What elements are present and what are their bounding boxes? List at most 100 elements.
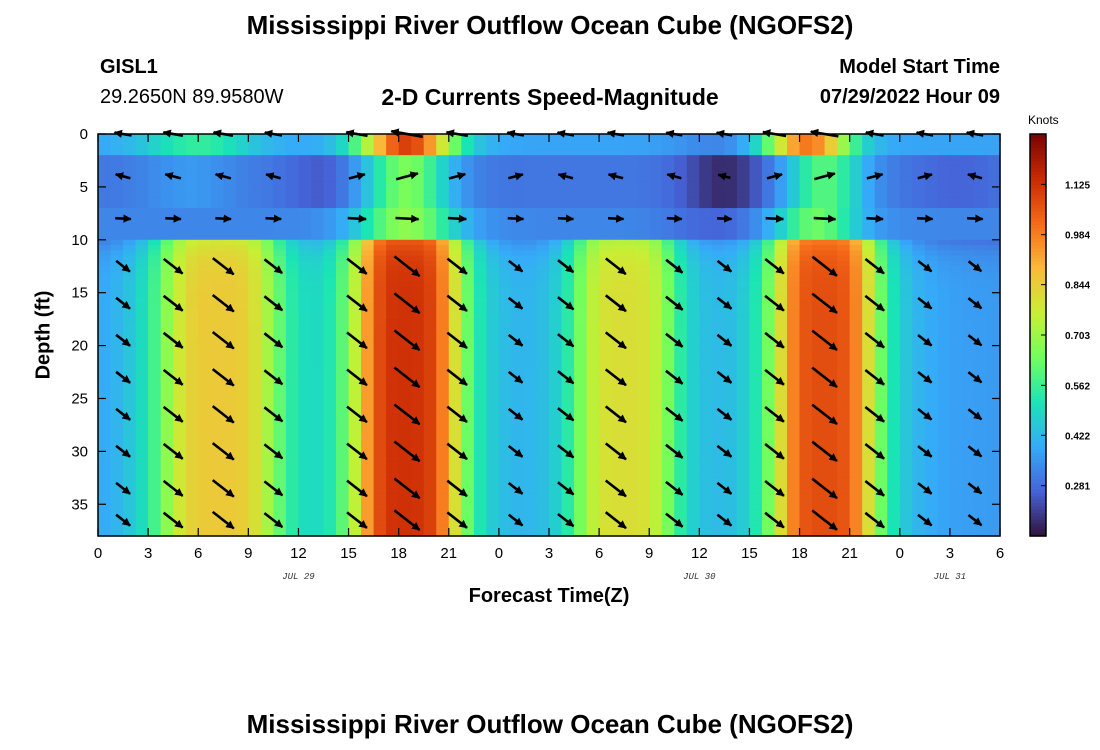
heatmap-cell	[887, 181, 901, 188]
heatmap-cell	[298, 144, 312, 151]
heatmap-cell	[135, 250, 149, 257]
heatmap-cell	[398, 160, 412, 167]
heatmap-cell	[310, 414, 325, 421]
heatmap-cell	[749, 134, 763, 140]
heatmap-cell	[185, 239, 199, 246]
heatmap-cell	[310, 139, 325, 146]
heatmap-cell	[611, 292, 625, 299]
heatmap-cell	[248, 139, 262, 146]
heatmap-cell	[198, 260, 212, 267]
heatmap-cell	[373, 266, 387, 273]
heatmap-cell	[523, 213, 538, 220]
heatmap-cell	[549, 229, 563, 236]
heatmap-cell	[624, 155, 638, 162]
heatmap-cell	[461, 335, 475, 341]
heatmap-cell	[285, 313, 300, 320]
heatmap-cell	[223, 276, 237, 283]
heatmap-cell	[223, 171, 237, 177]
heatmap-cell	[561, 255, 575, 262]
heatmap-cell	[298, 493, 312, 500]
heatmap-cell	[849, 155, 863, 162]
heatmap-cell	[223, 372, 237, 378]
heatmap-cell	[398, 456, 412, 463]
heatmap-cell	[298, 345, 312, 352]
heatmap-cell	[711, 239, 725, 246]
heatmap-cell	[887, 456, 901, 463]
heatmap-cell	[448, 144, 462, 151]
heatmap-cell	[899, 504, 913, 511]
heatmap-cell	[574, 223, 588, 230]
heatmap-cell	[849, 181, 863, 188]
heatmap-cell	[536, 134, 550, 140]
heatmap-cell	[749, 197, 763, 204]
heatmap-cell	[198, 139, 212, 146]
heatmap-cell	[787, 409, 801, 415]
heatmap-cell	[223, 250, 237, 257]
heatmap-cell	[348, 271, 362, 278]
heatmap-cell	[849, 223, 863, 230]
heatmap-cell	[787, 223, 801, 230]
heatmap-cell	[123, 509, 137, 516]
heatmap-cell	[135, 403, 149, 410]
heatmap-cell	[574, 213, 588, 220]
heatmap-cell	[123, 530, 137, 537]
heatmap-cell	[761, 181, 776, 188]
heatmap-cell	[574, 477, 588, 484]
heatmap-cell	[586, 192, 600, 199]
heatmap-cell	[135, 483, 149, 489]
heatmap-cell	[686, 377, 700, 384]
heatmap-cell	[511, 313, 525, 320]
heatmap-cell	[661, 234, 675, 241]
heatmap-cell	[498, 335, 513, 341]
heatmap-cell	[661, 387, 675, 394]
heatmap-cell	[887, 461, 901, 468]
heatmap-cell	[686, 303, 700, 310]
heatmap-cell	[536, 498, 550, 505]
heatmap-cell	[273, 287, 287, 294]
heatmap-cell	[536, 202, 550, 209]
heatmap-cell	[699, 530, 713, 537]
heatmap-cell	[523, 451, 538, 458]
heatmap-cell	[799, 260, 813, 267]
heatmap-cell	[160, 324, 174, 331]
heatmap-cell	[498, 303, 513, 310]
heatmap-cell	[661, 461, 675, 468]
heatmap-cell	[636, 144, 650, 151]
heatmap-cell	[373, 530, 387, 537]
heatmap-cell	[98, 197, 112, 204]
heatmap-cell	[110, 149, 124, 156]
heatmap-cell	[185, 456, 199, 463]
heatmap-cell	[774, 139, 788, 146]
heatmap-cell	[310, 356, 325, 363]
heatmap-cell	[812, 387, 826, 394]
heatmap-cell	[223, 292, 237, 299]
heatmap-cell	[285, 223, 300, 230]
heatmap-cell	[260, 504, 274, 511]
heatmap-cell	[386, 467, 400, 474]
heatmap-cell	[899, 218, 913, 225]
heatmap-cell	[336, 218, 350, 225]
heatmap-cell	[185, 366, 199, 373]
heatmap-cell	[661, 451, 675, 458]
heatmap-cell	[411, 461, 425, 468]
heatmap-cell	[461, 393, 475, 400]
heatmap-cell	[624, 208, 638, 214]
heatmap-cell	[661, 414, 675, 421]
heatmap-cell	[398, 218, 412, 225]
heatmap-cell	[837, 488, 851, 495]
heatmap-cell	[874, 461, 888, 468]
heatmap-cell	[398, 472, 412, 479]
heatmap-cell	[736, 430, 751, 437]
heatmap-cell	[736, 239, 751, 246]
heatmap-cell	[674, 403, 688, 410]
heatmap-cell	[799, 287, 813, 294]
heatmap-cell	[636, 472, 650, 479]
heatmap-cell	[498, 202, 513, 209]
heatmap-cell	[674, 192, 688, 199]
heatmap-cell	[373, 409, 387, 415]
heatmap-cell	[273, 382, 287, 389]
heatmap-cell	[899, 345, 913, 352]
heatmap-cell	[373, 398, 387, 405]
heatmap-cell	[298, 488, 312, 495]
